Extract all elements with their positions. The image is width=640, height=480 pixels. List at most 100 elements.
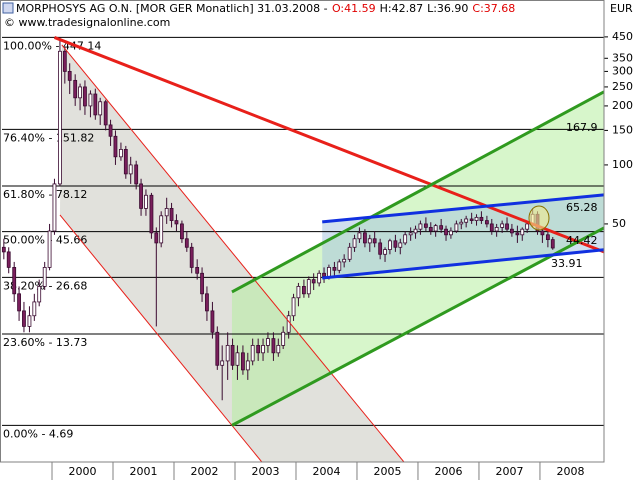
trend-line bbox=[61, 44, 405, 462]
candle-body bbox=[357, 232, 362, 240]
candle-body bbox=[439, 225, 444, 230]
candle-body bbox=[215, 331, 220, 366]
candle-body bbox=[103, 101, 108, 126]
candle-body bbox=[388, 240, 392, 250]
header-low: L:36.90 bbox=[427, 2, 468, 15]
candle-body bbox=[113, 135, 118, 158]
candle-body bbox=[108, 124, 113, 137]
candle-body bbox=[337, 261, 342, 271]
fibonacci-levels: 100.00% - 447.14 76.40% - 151.82 61.80% - … bbox=[2, 36, 604, 440]
price-label: 167.9 bbox=[566, 121, 598, 134]
candle-body bbox=[245, 360, 250, 371]
candle-body bbox=[169, 208, 174, 221]
candle-body bbox=[266, 338, 270, 346]
candle-body bbox=[180, 223, 184, 240]
candle-body bbox=[540, 230, 545, 236]
candle-body bbox=[306, 279, 311, 295]
trend-line bbox=[322, 193, 604, 224]
candle-body bbox=[474, 216, 479, 221]
candle-body bbox=[250, 345, 255, 362]
candle-body bbox=[403, 234, 408, 244]
candle-body bbox=[119, 149, 123, 158]
header-close: C:37.68 bbox=[472, 2, 515, 15]
candle-body bbox=[276, 345, 281, 354]
candle-body bbox=[327, 267, 331, 277]
candle-body bbox=[22, 310, 26, 327]
candle-body bbox=[291, 297, 296, 317]
trend-lines bbox=[53, 36, 604, 462]
candle-body bbox=[225, 345, 230, 362]
fibonacci-label: 76.40% - 151.82 bbox=[3, 131, 94, 144]
x-tick-label: 2008 bbox=[556, 465, 584, 478]
candle-body bbox=[200, 272, 204, 295]
candle-body bbox=[302, 286, 306, 295]
candle-body bbox=[174, 220, 179, 225]
candle-body bbox=[469, 218, 474, 221]
candle-body bbox=[525, 223, 530, 230]
candle-body bbox=[332, 267, 337, 271]
candle-body bbox=[235, 352, 240, 366]
candle-body bbox=[393, 240, 398, 248]
candle-body bbox=[139, 183, 143, 209]
trend-line bbox=[231, 90, 604, 294]
y-tick-label: 300 bbox=[612, 64, 633, 77]
fibonacci-label: 100.00% - 447.14 bbox=[3, 39, 101, 52]
x-tick-label: 2006 bbox=[434, 465, 462, 478]
candle-body bbox=[281, 331, 286, 346]
candle-body bbox=[408, 232, 413, 236]
header-icon bbox=[2, 2, 14, 14]
candle-body bbox=[545, 234, 550, 241]
candle-body bbox=[383, 249, 387, 255]
x-tick-label: 2001 bbox=[130, 465, 158, 478]
candle-body bbox=[515, 232, 520, 236]
candle-body bbox=[83, 86, 87, 107]
trend-line bbox=[322, 248, 604, 280]
x-tick-label: 2003 bbox=[251, 465, 279, 478]
candle-body bbox=[256, 345, 261, 354]
candle-body bbox=[164, 208, 169, 217]
x-tick-label: 2005 bbox=[373, 465, 401, 478]
price-label: 44.42 bbox=[566, 234, 598, 247]
candle-body bbox=[88, 93, 93, 107]
price-label: 65.28 bbox=[566, 201, 598, 214]
x-tick-label: 2000 bbox=[69, 465, 97, 478]
candle-body bbox=[296, 286, 301, 299]
header-title: MORPHOSYS AG O.N. [MOR GER Monatlich] 31… bbox=[16, 2, 328, 15]
candle-body bbox=[27, 315, 32, 327]
candle-body bbox=[205, 293, 209, 312]
highlight-circle bbox=[528, 205, 550, 231]
candle-body bbox=[342, 258, 347, 263]
header-open: O:41.59 bbox=[332, 2, 376, 15]
y-axis-label: EUR bbox=[610, 2, 633, 15]
candle-body bbox=[144, 194, 148, 209]
candle-body bbox=[363, 232, 367, 244]
header: MORPHOSYS AG O.N. [MOR GER Monatlich] 31… bbox=[16, 2, 515, 15]
candle-body bbox=[6, 251, 11, 268]
copyright: © www.tradesignalonline.com bbox=[4, 16, 170, 29]
candle-body bbox=[32, 301, 37, 317]
candle-body bbox=[311, 279, 316, 284]
candle-body bbox=[184, 238, 189, 248]
candles bbox=[1, 37, 555, 401]
candle-body bbox=[134, 164, 139, 185]
candle-body bbox=[352, 238, 357, 248]
candle-body bbox=[98, 101, 103, 116]
y-tick-label: 100 bbox=[612, 158, 633, 171]
candle-body bbox=[372, 238, 377, 244]
candle-body bbox=[317, 272, 322, 284]
fibonacci-label: 23.60% - 13.73 bbox=[3, 336, 87, 349]
candle-body bbox=[154, 232, 159, 244]
candle-body bbox=[433, 225, 438, 232]
candle-body bbox=[286, 315, 291, 333]
candle-body bbox=[322, 272, 326, 277]
candle-body bbox=[271, 338, 276, 354]
candle-body bbox=[73, 79, 78, 99]
candle-body bbox=[550, 239, 555, 249]
candle-body bbox=[230, 345, 235, 366]
candle-body bbox=[454, 223, 459, 232]
price-label: 33.91 bbox=[551, 257, 583, 270]
trend-line bbox=[53, 36, 604, 254]
candle-body bbox=[189, 246, 194, 268]
